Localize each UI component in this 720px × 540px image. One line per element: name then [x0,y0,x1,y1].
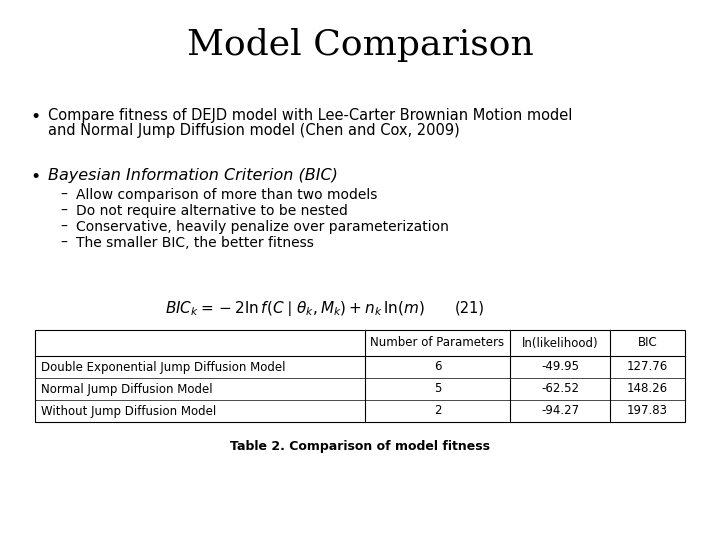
Text: –: – [60,188,67,202]
Text: -62.52: -62.52 [541,382,579,395]
Text: $BIC_k = -2\ln f(C\mid\theta_k, M_k) + n_k\,\ln(m)$: $BIC_k = -2\ln f(C\mid\theta_k, M_k) + n… [165,299,425,318]
Text: BIC: BIC [638,336,657,349]
Text: –: – [60,204,67,218]
Text: Double Exponential Jump Diffusion Model: Double Exponential Jump Diffusion Model [41,361,286,374]
Text: -94.27: -94.27 [541,404,579,417]
Text: Allow comparison of more than two models: Allow comparison of more than two models [76,188,377,202]
Text: Without Jump Diffusion Model: Without Jump Diffusion Model [41,404,216,417]
Text: Model Comparison: Model Comparison [186,28,534,62]
Text: and Normal Jump Diffusion model (Chen and Cox, 2009): and Normal Jump Diffusion model (Chen an… [48,123,460,138]
Text: Normal Jump Diffusion Model: Normal Jump Diffusion Model [41,382,212,395]
Text: Table 2. Comparison of model fitness: Table 2. Comparison of model fitness [230,440,490,453]
Text: The smaller BIC, the better fitness: The smaller BIC, the better fitness [76,236,314,250]
Text: Conservative, heavily penalize over parameterization: Conservative, heavily penalize over para… [76,220,449,234]
Text: ln(likelihood): ln(likelihood) [522,336,598,349]
Text: Do not require alternative to be nested: Do not require alternative to be nested [76,204,348,218]
Text: –: – [60,220,67,234]
Text: 148.26: 148.26 [627,382,668,395]
Text: 2: 2 [433,404,441,417]
Text: 197.83: 197.83 [627,404,668,417]
Text: Compare fitness of DEJD model with Lee-Carter Brownian Motion model: Compare fitness of DEJD model with Lee-C… [48,108,572,123]
Text: •: • [30,168,40,186]
Text: 5: 5 [434,382,441,395]
Text: 6: 6 [433,361,441,374]
Text: (21): (21) [455,300,485,315]
Text: -49.95: -49.95 [541,361,579,374]
Text: –: – [60,236,67,250]
Text: Number of Parameters: Number of Parameters [370,336,505,349]
Text: Bayesian Information Criterion (BIC): Bayesian Information Criterion (BIC) [48,168,338,183]
Bar [35,330,685,422]
Text: 127.76: 127.76 [627,361,668,374]
Text: •: • [30,108,40,126]
